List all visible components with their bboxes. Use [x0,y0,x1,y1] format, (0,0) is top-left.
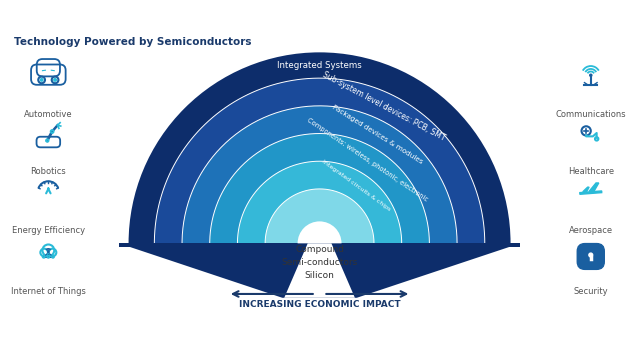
Text: Healthcare: Healthcare [568,167,614,176]
Text: Technology Powered by Semiconductors: Technology Powered by Semiconductors [14,37,252,47]
Wedge shape [129,52,511,243]
Polygon shape [284,243,355,298]
Text: Packaged devices & modules: Packaged devices & modules [331,103,424,164]
Wedge shape [297,221,341,243]
Text: Sub-system level devices: PCB, SMT: Sub-system level devices: PCB, SMT [321,70,447,142]
Wedge shape [210,133,429,243]
Text: Energy Efficiency: Energy Efficiency [12,226,85,235]
Polygon shape [119,243,520,247]
Wedge shape [182,106,457,243]
Text: Integrated Systems: Integrated Systems [277,61,362,70]
Circle shape [590,74,592,76]
Circle shape [589,253,592,257]
Circle shape [48,251,49,252]
Text: Semi-conductors: Semi-conductors [282,258,358,267]
Text: Aerospace: Aerospace [569,226,613,235]
FancyBboxPatch shape [577,244,605,269]
Text: Silicon: Silicon [304,271,334,280]
Polygon shape [589,183,599,191]
Polygon shape [580,191,602,194]
Text: Components: wireless, photonic, electronic: Components: wireless, photonic, electron… [306,118,429,203]
Text: Communications: Communications [555,110,626,119]
Wedge shape [154,78,485,243]
Text: Security: Security [573,287,608,296]
Polygon shape [119,243,520,298]
Text: Automotive: Automotive [24,110,73,119]
Wedge shape [238,161,402,243]
Circle shape [54,79,56,81]
Text: Compound: Compound [295,245,344,253]
Polygon shape [583,187,589,192]
Text: INCREASING ECONOMIC IMPACT: INCREASING ECONOMIC IMPACT [239,300,401,309]
Text: Robotics: Robotics [31,167,66,176]
Text: Integrated circuits & chips: Integrated circuits & chips [320,159,391,212]
Circle shape [40,79,43,81]
Text: Internet of Things: Internet of Things [11,287,86,296]
Wedge shape [265,189,374,243]
